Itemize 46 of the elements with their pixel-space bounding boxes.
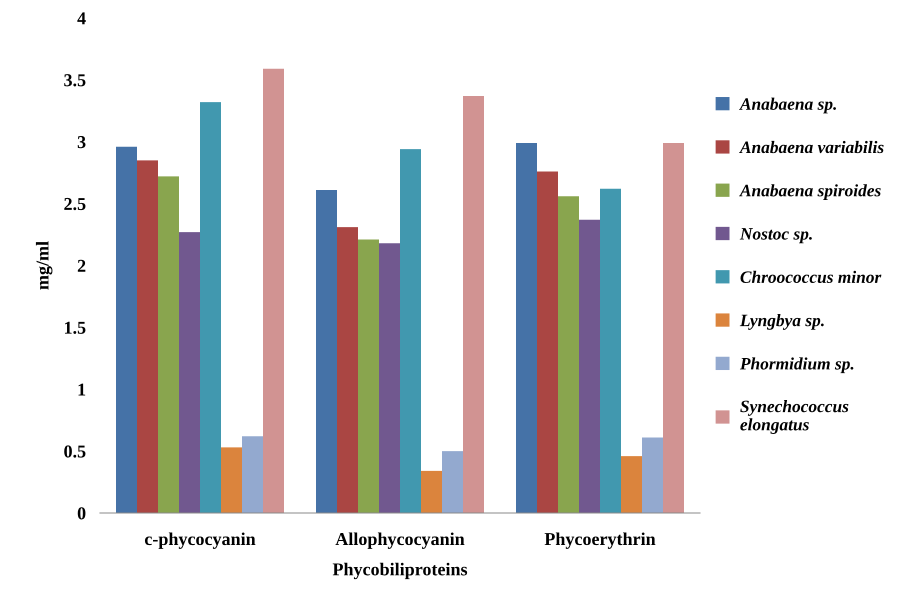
bar (579, 220, 600, 513)
bar (242, 436, 263, 513)
y-tick-label: 3 (78, 136, 86, 148)
bar (421, 470, 442, 513)
bar (463, 96, 484, 513)
bar (358, 240, 379, 513)
legend-label: Synechococcus elongatus (740, 400, 848, 434)
bar (263, 68, 284, 513)
y-tick-label: 1 (78, 384, 86, 396)
y-tick-label: 4 (77, 12, 86, 24)
bar (400, 149, 421, 513)
x-tick-label: Phycoerythrin (544, 532, 656, 549)
bar (200, 102, 221, 513)
x-tick-label: Allophycocyanin (335, 532, 464, 549)
bar (337, 227, 358, 513)
legend-label: Chroococcus minor (740, 270, 882, 284)
bar (379, 243, 400, 513)
y-tick-label: 2 (78, 260, 86, 272)
legend-label: Lyngbya sp. (740, 314, 824, 330)
y-tick-label: 0.5 (64, 445, 86, 458)
y-tick-label: 2.5 (64, 198, 86, 210)
bar (558, 196, 579, 513)
legend-label: Nostoc sp. (740, 228, 812, 244)
y-tick-label: 1.5 (64, 322, 86, 334)
y-tick-label: 0 (78, 507, 86, 520)
bar (442, 451, 463, 513)
bar (516, 142, 537, 513)
bar (137, 160, 158, 513)
bar (663, 142, 684, 513)
legend-label: Anabaena variabilis (739, 140, 884, 154)
x-tick-label: c-phycocyanin (144, 532, 256, 549)
bar (621, 456, 642, 513)
bar (158, 176, 179, 513)
bar (179, 232, 200, 513)
legend-label: Anabaena sp. (739, 98, 836, 114)
bar (316, 190, 337, 513)
x-axis-title: Phycobiliproteins (332, 562, 468, 580)
bar (537, 171, 558, 513)
bar (116, 146, 137, 513)
bar (221, 447, 242, 513)
legend-label: Anabaena spiroides (739, 184, 881, 200)
bar (600, 188, 621, 513)
y-tick-label: 3.5 (64, 74, 86, 86)
y-axis-title: mg/ml (36, 241, 52, 290)
legend-label: Phormidium sp. (740, 357, 854, 374)
bar (642, 438, 663, 513)
